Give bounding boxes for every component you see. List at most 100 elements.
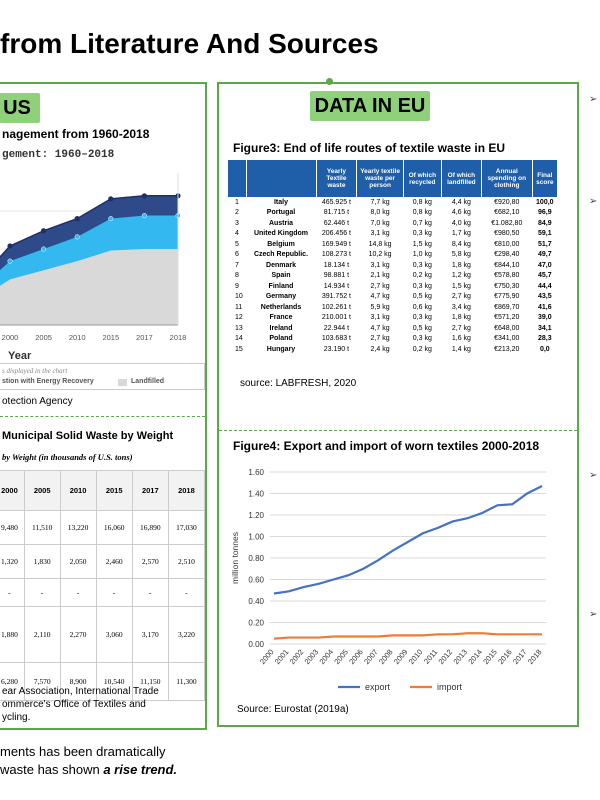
column-header	[228, 160, 247, 197]
table-cell: 2,4 kg	[370, 345, 390, 353]
y-tick-label: 1.20	[248, 511, 264, 520]
table-row: 10 Germany 391.752 t 4,7 kg 0,5 kg 2,7 kg €775…	[228, 292, 558, 303]
table-cell: 1,8 kg	[451, 261, 471, 269]
table-cell: 10	[235, 293, 243, 301]
table-cell: 4,7 kg	[370, 293, 390, 301]
data-point	[41, 228, 47, 234]
table-cell: €844,10	[494, 261, 520, 269]
left-divider	[0, 416, 205, 417]
x-tick-label: 2007	[362, 648, 380, 667]
table-cell: Netherlands	[260, 303, 302, 311]
table-cell: Belgium	[267, 240, 295, 248]
table-cell: -	[59, 578, 97, 607]
table-cell: Germany	[265, 293, 297, 301]
table-cell: 8	[235, 272, 239, 280]
table-cell: Austria	[268, 219, 294, 227]
table-cell: -	[131, 578, 169, 607]
table-cell: 0,2 kg	[412, 272, 432, 280]
table-cell: €571,20	[494, 314, 520, 322]
x-tick-label: 2001	[273, 648, 291, 667]
table-row: 6,280 7,570 8,900 10,540 11,150 11,300	[0, 662, 206, 701]
table-row: 4 United Kingdom 206.456 t 3,1 kg 0,3 kg 1,7 …	[228, 229, 558, 240]
table-cell: €682,10	[494, 209, 520, 217]
table-row: 9 Finland 14.934 t 2,7 kg 0,3 kg 1,5 kg €750,3…	[228, 281, 558, 292]
table-cell: 43,5	[537, 293, 552, 301]
table-cell: 18.134 t	[323, 261, 350, 269]
table-cell: 0,8 kg	[412, 209, 432, 217]
column-header: 2005	[23, 470, 61, 511]
us-msw-table: 2000 2005 2010 2015 2017 2018 9,480 11,5…	[0, 470, 206, 701]
x-tick-label: 2009	[392, 648, 410, 667]
table-cell: 11	[235, 303, 243, 311]
y-tick-label: 0.00	[248, 640, 264, 649]
column-header: 2017	[131, 470, 169, 511]
table-cell: 3,170	[131, 606, 169, 663]
us-table-source-line2: ommerce's Office of Textiles and	[2, 699, 146, 710]
table-cell: Hungary	[266, 345, 296, 353]
column-header: Of which recycled	[403, 160, 442, 197]
column-header	[246, 160, 317, 197]
table-cell: -	[95, 578, 133, 607]
table-cell: 9	[235, 282, 239, 290]
y-tick-label: 1.60	[248, 468, 264, 477]
table-cell: 11,300	[167, 662, 206, 701]
table-cell: Finland	[268, 282, 294, 290]
table-row: 7 Denmark 18.134 t 3,1 kg 0,3 kg 1,8 kg €844,1…	[228, 260, 558, 271]
table-cell: 2,270	[59, 606, 97, 663]
table-cell: 4,4 kg	[451, 198, 471, 206]
table-row: - - - - - -	[0, 578, 206, 607]
bullet-arrow-1: ➢	[589, 94, 598, 105]
table-cell: 3,060	[95, 606, 133, 663]
column-header: Final score	[532, 160, 559, 197]
x-tick-label: 2015	[102, 333, 119, 342]
table-cell: 1,8 kg	[451, 314, 471, 322]
table-cell: 103.683 t	[321, 335, 352, 343]
table-cell: 22.944 t	[323, 324, 350, 332]
table-cell: 51,7	[537, 240, 552, 248]
table-cell: 2,7 kg	[451, 324, 471, 332]
table-cell: -	[167, 578, 206, 607]
bullet-arrow-2: ➢	[589, 196, 598, 207]
us-chart-heading: nagement from 1960-2018	[2, 127, 150, 141]
y-tick-label: 0.60	[248, 576, 264, 585]
us-table-source-line3: ycling.	[2, 712, 31, 723]
table-cell: 3	[235, 219, 239, 227]
x-tick-label: 2000	[2, 333, 19, 342]
table-header-row: 2000 2005 2010 2015 2017 2018	[0, 470, 206, 511]
table-row: 9,480 11,510 13,220 16,060 16,890 17,030	[0, 510, 206, 545]
column-header: Of which landfilled	[441, 160, 482, 197]
fig3-title: Figure3: End of life routes of textile w…	[233, 141, 506, 155]
column-header: 2000	[0, 470, 25, 511]
x-tick-label: 2003	[303, 648, 321, 667]
table-cell: 8,900	[59, 662, 97, 701]
table-cell: Poland	[269, 335, 293, 343]
table-cell: 2,1 kg	[370, 272, 390, 280]
table-cell: 3,1 kg	[370, 230, 390, 238]
table-cell: 4	[235, 230, 239, 238]
y-tick-label: 0.20	[248, 619, 264, 628]
table-cell: 1,2 kg	[451, 272, 471, 280]
table-cell: -	[23, 578, 61, 607]
fig4-title: Figure4: Export and import of worn texti…	[233, 439, 540, 453]
table-cell: €980,50	[494, 230, 520, 238]
table-cell: 3,4 kg	[451, 303, 471, 311]
column-header: Yearly textile waste per person	[356, 160, 404, 197]
table-cell: 3,1 kg	[370, 314, 390, 322]
table-cell: €341,00	[494, 335, 520, 343]
x-tick-label: 2011	[422, 648, 439, 666]
table-cell: 14	[235, 335, 243, 343]
us-legend-note: s displayed in the chart	[2, 367, 68, 375]
table-cell: Czech Republic.	[253, 251, 309, 259]
table-cell: 59,1	[537, 230, 552, 238]
table-cell: 108.273 t	[321, 251, 352, 259]
table-cell: 2,110	[23, 606, 61, 663]
table-cell: 465.925 t	[321, 198, 352, 206]
y-tick-label: 0.40	[248, 597, 264, 606]
bullet-arrow-4: ➢	[589, 609, 598, 620]
table-cell: 5,9 kg	[370, 303, 390, 311]
x-tick-label: 2015	[481, 648, 499, 667]
table-cell: 8,4 kg	[451, 240, 471, 248]
table-cell: 4,6 kg	[451, 209, 471, 217]
table-cell: 23.190 t	[323, 345, 350, 353]
table-row: 14 Poland 103.683 t 2,7 kg 0,3 kg 1,6 kg €341,…	[228, 334, 558, 345]
